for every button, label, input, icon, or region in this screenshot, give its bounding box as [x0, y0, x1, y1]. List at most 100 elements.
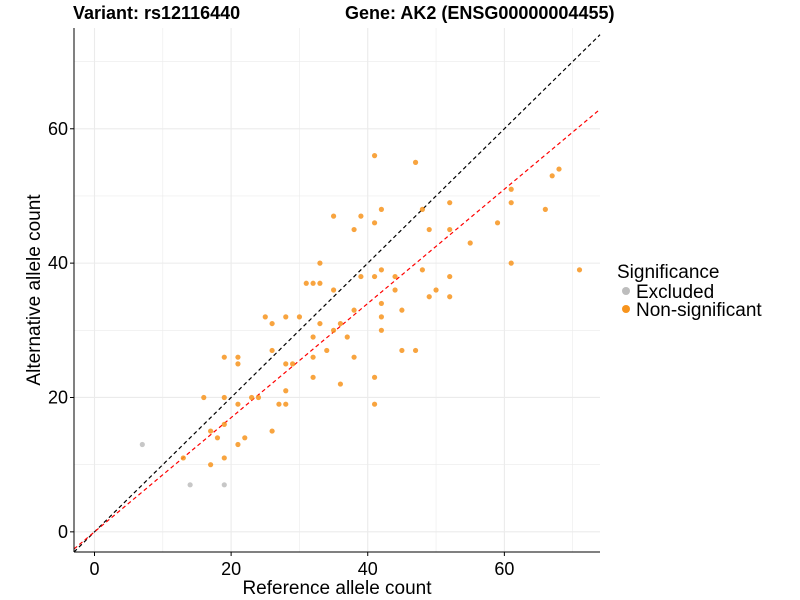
- x-tick-label: 0: [89, 559, 99, 579]
- data-point-non-significant: [378, 300, 385, 307]
- y-tick-label: 60: [48, 119, 68, 139]
- data-point-non-significant: [378, 206, 385, 212]
- data-point-non-significant: [235, 361, 241, 367]
- data-point-non-significant: [269, 347, 275, 354]
- data-point-non-significant: [221, 394, 227, 401]
- data-point-non-significant: [358, 273, 364, 280]
- data-point-non-significant: [255, 394, 262, 401]
- data-point-non-significant: [249, 394, 255, 401]
- data-point-non-significant: [208, 428, 214, 434]
- data-points: [139, 153, 583, 488]
- data-point-non-significant: [378, 314, 385, 320]
- x-axis-label: Reference allele count: [242, 578, 432, 599]
- legend-swatch-excluded: [622, 287, 630, 295]
- axes: [73, 28, 600, 553]
- data-point-non-significant: [269, 428, 275, 434]
- data-point-non-significant: [324, 347, 330, 354]
- y-axis-label: Alternative allele count: [24, 194, 45, 386]
- data-point-non-significant: [214, 435, 221, 441]
- data-point-non-significant: [201, 394, 207, 401]
- data-point-non-significant: [447, 200, 453, 206]
- data-point-excluded: [187, 482, 193, 488]
- data-point-non-significant: [242, 435, 248, 441]
- data-point-non-significant: [317, 320, 323, 327]
- y-tick-label: 20: [48, 387, 68, 407]
- data-point-non-significant: [283, 361, 289, 367]
- data-point-non-significant: [399, 347, 405, 354]
- reference-line-1: [73, 108, 601, 550]
- x-tick-label: 20: [221, 559, 241, 579]
- data-point-non-significant: [419, 206, 425, 212]
- data-point-non-significant: [344, 334, 350, 340]
- data-point-non-significant: [508, 260, 514, 266]
- data-point-non-significant: [269, 320, 275, 327]
- data-point-non-significant: [412, 159, 419, 165]
- data-point-excluded: [139, 441, 145, 448]
- legend-label-non-significant: Non-significant: [636, 300, 762, 321]
- data-point-non-significant: [235, 354, 241, 360]
- data-point-non-significant: [262, 314, 268, 320]
- reference-line-0: [73, 34, 601, 553]
- data-point-non-significant: [378, 267, 385, 273]
- data-point-non-significant: [447, 226, 453, 233]
- data-point-non-significant: [310, 334, 316, 340]
- data-point-non-significant: [542, 206, 548, 212]
- data-point-non-significant: [221, 354, 227, 360]
- tick-labels: 0 20 40 60 0 20 40 60: [48, 119, 514, 579]
- data-point-non-significant: [447, 294, 453, 300]
- data-point-non-significant: [447, 273, 453, 280]
- data-point-non-significant: [371, 153, 378, 159]
- data-point-non-significant: [426, 294, 432, 300]
- data-point-non-significant: [556, 166, 562, 172]
- data-point-non-significant: [283, 388, 289, 394]
- data-point-non-significant: [351, 226, 357, 233]
- data-point-non-significant: [235, 401, 241, 407]
- data-point-non-significant: [317, 260, 323, 266]
- chart-title-gene: Gene: AK2 (ENSG00000004455): [345, 3, 615, 23]
- data-point-non-significant: [310, 280, 316, 286]
- data-point-non-significant: [283, 401, 289, 407]
- grid-lines: [74, 28, 600, 552]
- data-point-non-significant: [576, 267, 583, 273]
- data-point-non-significant: [494, 220, 501, 226]
- data-point-non-significant: [351, 354, 357, 360]
- data-point-non-significant: [330, 327, 337, 333]
- data-point-non-significant: [276, 401, 282, 407]
- legend-label-excluded: Excluded: [636, 282, 714, 303]
- data-point-non-significant: [235, 441, 241, 448]
- data-point-non-significant: [296, 314, 303, 320]
- data-point-non-significant: [378, 327, 385, 333]
- data-point-non-significant: [392, 287, 398, 293]
- data-point-non-significant: [426, 226, 432, 233]
- legend-title: Significance: [617, 262, 719, 283]
- data-point-non-significant: [337, 320, 344, 327]
- data-point-non-significant: [221, 455, 227, 461]
- data-point-non-significant: [358, 213, 364, 219]
- data-point-non-significant: [399, 307, 405, 313]
- data-point-non-significant: [467, 240, 473, 246]
- data-point-non-significant: [351, 307, 357, 313]
- data-point-non-significant: [337, 381, 344, 387]
- data-point-non-significant: [303, 280, 309, 286]
- data-point-non-significant: [180, 455, 186, 461]
- data-point-non-significant: [221, 421, 227, 427]
- data-point-non-significant: [549, 173, 555, 179]
- data-point-non-significant: [283, 314, 289, 320]
- data-point-non-significant: [330, 213, 337, 219]
- data-point-non-significant: [433, 287, 439, 293]
- x-tick-label: 40: [358, 559, 378, 579]
- data-point-non-significant: [310, 354, 316, 360]
- data-point-non-significant: [371, 401, 378, 407]
- y-tick-label: 0: [58, 522, 68, 542]
- legend-swatch-non-significant: [622, 305, 630, 313]
- data-point-non-significant: [392, 273, 398, 280]
- data-point-non-significant: [371, 273, 378, 280]
- data-point-excluded: [221, 482, 227, 488]
- data-point-non-significant: [412, 347, 419, 354]
- data-point-non-significant: [330, 287, 337, 293]
- reference-lines: [73, 34, 601, 553]
- data-point-non-significant: [317, 280, 323, 286]
- data-point-non-significant: [508, 200, 514, 206]
